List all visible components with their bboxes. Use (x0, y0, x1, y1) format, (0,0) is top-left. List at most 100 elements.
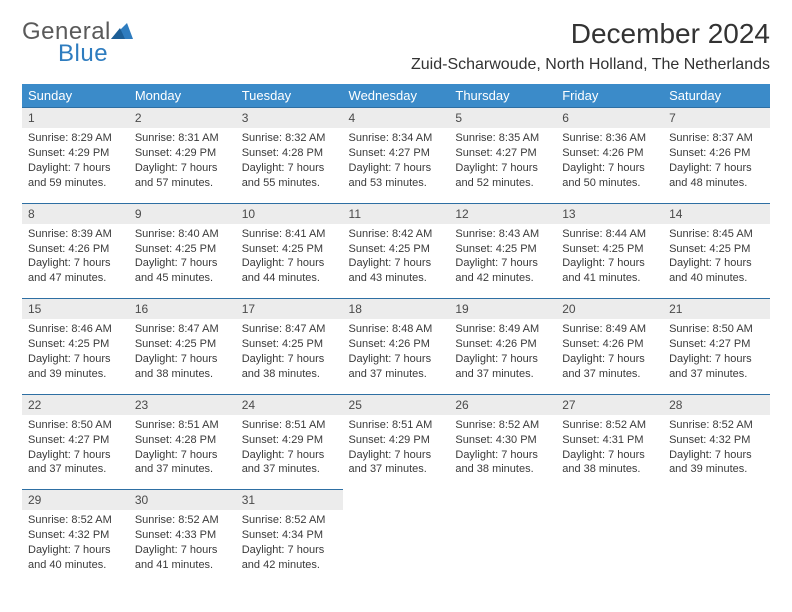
sunset-line: Sunset: 4:25 PM (135, 242, 230, 257)
daylight-line: Daylight: 7 hours and 41 minutes. (562, 256, 657, 286)
day-number: 24 (236, 394, 343, 415)
sunrise-line: Sunrise: 8:43 AM (455, 227, 550, 242)
col-saturday: Saturday (663, 84, 770, 107)
day-cell: .. (343, 489, 450, 579)
day-body: Sunrise: 8:41 AMSunset: 4:25 PMDaylight:… (236, 224, 343, 292)
daylight-line: Daylight: 7 hours and 38 minutes. (455, 448, 550, 478)
sunset-line: Sunset: 4:27 PM (28, 433, 123, 448)
day-body: Sunrise: 8:37 AMSunset: 4:26 PMDaylight:… (663, 128, 770, 196)
daylight-line: Daylight: 7 hours and 42 minutes. (455, 256, 550, 286)
day-body: Sunrise: 8:51 AMSunset: 4:29 PMDaylight:… (343, 415, 450, 483)
day-number: 2 (129, 107, 236, 128)
daylight-line: Daylight: 7 hours and 42 minutes. (242, 543, 337, 573)
day-body: Sunrise: 8:40 AMSunset: 4:25 PMDaylight:… (129, 224, 236, 292)
daylight-line: Daylight: 7 hours and 48 minutes. (669, 161, 764, 191)
day-body: Sunrise: 8:48 AMSunset: 4:26 PMDaylight:… (343, 319, 450, 387)
sunrise-line: Sunrise: 8:51 AM (349, 418, 444, 433)
day-cell: 5Sunrise: 8:35 AMSunset: 4:27 PMDaylight… (449, 107, 556, 197)
daylight-line: Daylight: 7 hours and 40 minutes. (669, 256, 764, 286)
day-number: 15 (22, 298, 129, 319)
day-body: Sunrise: 8:47 AMSunset: 4:25 PMDaylight:… (129, 319, 236, 387)
day-cell: 26Sunrise: 8:52 AMSunset: 4:30 PMDayligh… (449, 394, 556, 484)
day-number: 3 (236, 107, 343, 128)
sunset-line: Sunset: 4:33 PM (135, 528, 230, 543)
sunrise-line: Sunrise: 8:40 AM (135, 227, 230, 242)
day-number: 6 (556, 107, 663, 128)
day-cell: 16Sunrise: 8:47 AMSunset: 4:25 PMDayligh… (129, 298, 236, 388)
logo-text-block: General Blue (22, 18, 133, 68)
day-number: 27 (556, 394, 663, 415)
day-number: 20 (556, 298, 663, 319)
sunset-line: Sunset: 4:29 PM (242, 433, 337, 448)
day-number: 9 (129, 203, 236, 224)
day-cell: .. (556, 489, 663, 579)
calendar-table: Sunday Monday Tuesday Wednesday Thursday… (22, 84, 770, 579)
week-row: 1Sunrise: 8:29 AMSunset: 4:29 PMDaylight… (22, 107, 770, 197)
day-cell: 28Sunrise: 8:52 AMSunset: 4:32 PMDayligh… (663, 394, 770, 484)
day-number: 12 (449, 203, 556, 224)
logo-blue: Blue (58, 40, 133, 68)
sunset-line: Sunset: 4:25 PM (242, 337, 337, 352)
day-cell: 19Sunrise: 8:49 AMSunset: 4:26 PMDayligh… (449, 298, 556, 388)
daylight-line: Daylight: 7 hours and 45 minutes. (135, 256, 230, 286)
location-text: Zuid-Scharwoude, North Holland, The Neth… (411, 56, 770, 74)
day-body: Sunrise: 8:52 AMSunset: 4:32 PMDaylight:… (663, 415, 770, 483)
sunset-line: Sunset: 4:32 PM (669, 433, 764, 448)
day-number: 18 (343, 298, 450, 319)
sunset-line: Sunset: 4:26 PM (562, 146, 657, 161)
sunset-line: Sunset: 4:25 PM (135, 337, 230, 352)
sunrise-line: Sunrise: 8:52 AM (562, 418, 657, 433)
day-body: Sunrise: 8:51 AMSunset: 4:28 PMDaylight:… (129, 415, 236, 483)
sunrise-line: Sunrise: 8:35 AM (455, 131, 550, 146)
sunset-line: Sunset: 4:26 PM (28, 242, 123, 257)
daylight-line: Daylight: 7 hours and 39 minutes. (669, 448, 764, 478)
day-number: 4 (343, 107, 450, 128)
daylight-line: Daylight: 7 hours and 37 minutes. (135, 448, 230, 478)
daylight-line: Daylight: 7 hours and 37 minutes. (349, 448, 444, 478)
day-cell: 17Sunrise: 8:47 AMSunset: 4:25 PMDayligh… (236, 298, 343, 388)
day-cell: 7Sunrise: 8:37 AMSunset: 4:26 PMDaylight… (663, 107, 770, 197)
day-cell: .. (449, 489, 556, 579)
day-body: Sunrise: 8:43 AMSunset: 4:25 PMDaylight:… (449, 224, 556, 292)
day-number: 8 (22, 203, 129, 224)
daylight-line: Daylight: 7 hours and 37 minutes. (562, 352, 657, 382)
sunrise-line: Sunrise: 8:39 AM (28, 227, 123, 242)
day-number: 29 (22, 489, 129, 510)
day-body: Sunrise: 8:52 AMSunset: 4:31 PMDaylight:… (556, 415, 663, 483)
col-friday: Friday (556, 84, 663, 107)
sunset-line: Sunset: 4:34 PM (242, 528, 337, 543)
sunrise-line: Sunrise: 8:44 AM (562, 227, 657, 242)
sunrise-line: Sunrise: 8:37 AM (669, 131, 764, 146)
sunrise-line: Sunrise: 8:45 AM (669, 227, 764, 242)
sunset-line: Sunset: 4:32 PM (28, 528, 123, 543)
sunrise-line: Sunrise: 8:46 AM (28, 322, 123, 337)
day-body: Sunrise: 8:49 AMSunset: 4:26 PMDaylight:… (556, 319, 663, 387)
col-thursday: Thursday (449, 84, 556, 107)
sunrise-line: Sunrise: 8:34 AM (349, 131, 444, 146)
sunset-line: Sunset: 4:26 PM (349, 337, 444, 352)
sunrise-line: Sunrise: 8:52 AM (28, 513, 123, 528)
daylight-line: Daylight: 7 hours and 38 minutes. (562, 448, 657, 478)
sunrise-line: Sunrise: 8:52 AM (669, 418, 764, 433)
col-wednesday: Wednesday (343, 84, 450, 107)
day-body: Sunrise: 8:44 AMSunset: 4:25 PMDaylight:… (556, 224, 663, 292)
day-number: 26 (449, 394, 556, 415)
day-cell: 23Sunrise: 8:51 AMSunset: 4:28 PMDayligh… (129, 394, 236, 484)
day-number: 17 (236, 298, 343, 319)
day-cell: 22Sunrise: 8:50 AMSunset: 4:27 PMDayligh… (22, 394, 129, 484)
day-number: 23 (129, 394, 236, 415)
daylight-line: Daylight: 7 hours and 39 minutes. (28, 352, 123, 382)
header: General Blue December 2024 Zuid-Scharwou… (22, 18, 770, 82)
day-cell: 25Sunrise: 8:51 AMSunset: 4:29 PMDayligh… (343, 394, 450, 484)
sunrise-line: Sunrise: 8:47 AM (135, 322, 230, 337)
sunrise-line: Sunrise: 8:49 AM (562, 322, 657, 337)
sunrise-line: Sunrise: 8:41 AM (242, 227, 337, 242)
day-number: 11 (343, 203, 450, 224)
col-sunday: Sunday (22, 84, 129, 107)
daylight-line: Daylight: 7 hours and 53 minutes. (349, 161, 444, 191)
day-body: Sunrise: 8:50 AMSunset: 4:27 PMDaylight:… (663, 319, 770, 387)
day-cell: 21Sunrise: 8:50 AMSunset: 4:27 PMDayligh… (663, 298, 770, 388)
day-cell: 3Sunrise: 8:32 AMSunset: 4:28 PMDaylight… (236, 107, 343, 197)
sunrise-line: Sunrise: 8:50 AM (28, 418, 123, 433)
weekday-header-row: Sunday Monday Tuesday Wednesday Thursday… (22, 84, 770, 107)
